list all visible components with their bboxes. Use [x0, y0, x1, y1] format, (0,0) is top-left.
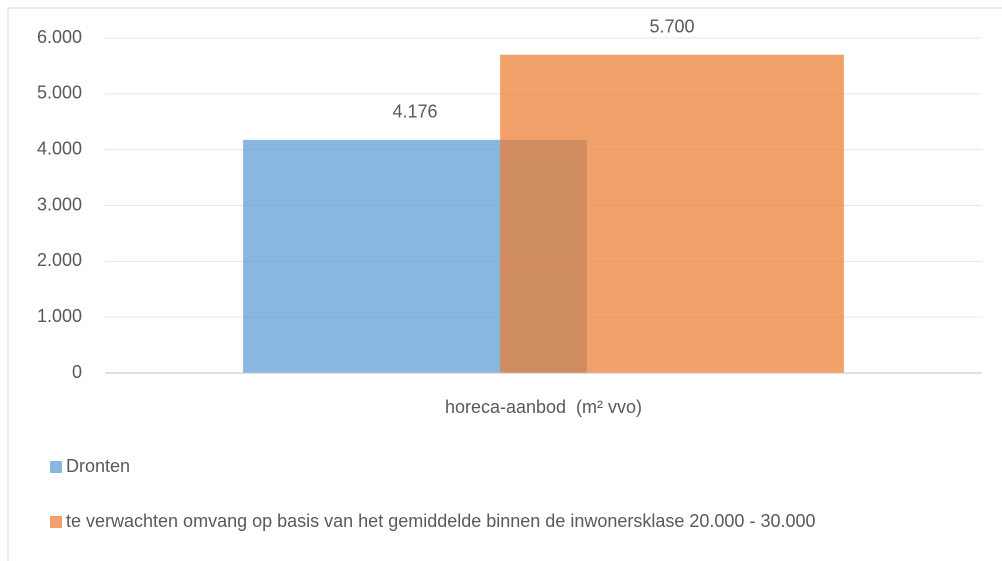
bar	[500, 54, 844, 373]
y-tick-label: 6.000	[37, 27, 82, 47]
y-tick-label: 4.000	[37, 138, 82, 158]
legend-label: Dronten	[66, 456, 130, 476]
legend-label: te verwachten omvang op basis van het ge…	[66, 511, 816, 531]
y-tick-label: 1.000	[37, 306, 82, 326]
legend-swatch	[50, 516, 62, 528]
y-tick-label: 2.000	[37, 250, 82, 270]
x-tick-label: horeca-aanbod (m² vvo)	[445, 397, 642, 417]
chart-frame	[7, 7, 1002, 561]
y-tick-label: 0	[72, 362, 82, 382]
y-tick-label: 3.000	[37, 194, 82, 214]
value-label: 4.176	[392, 102, 437, 122]
value-label: 5.700	[649, 17, 694, 37]
y-tick-label: 5.000	[37, 83, 82, 103]
legend-swatch	[50, 461, 62, 473]
